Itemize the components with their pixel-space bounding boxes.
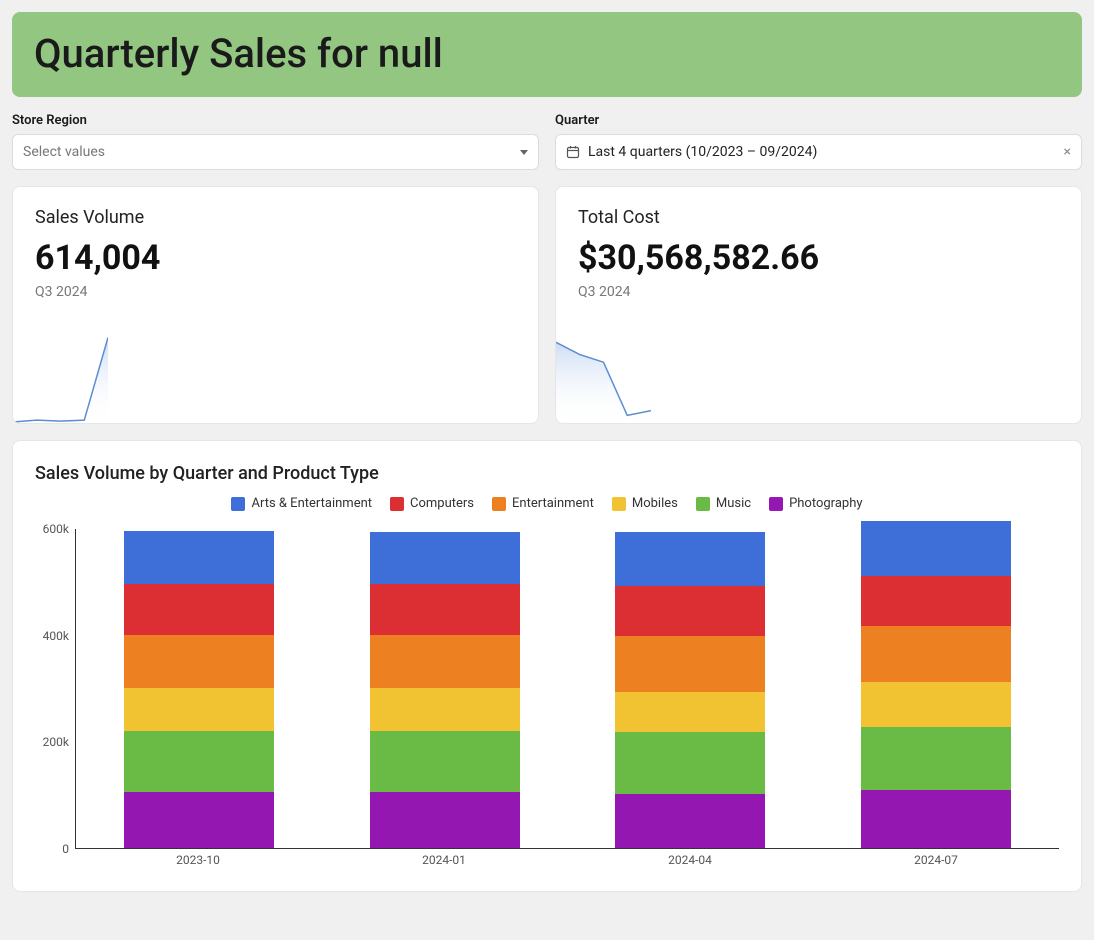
- legend-swatch: [612, 497, 626, 511]
- bar-segment: [124, 531, 274, 584]
- bar-segment: [861, 576, 1011, 627]
- chart-plot-area: [75, 529, 1059, 849]
- bar-segment: [370, 688, 520, 731]
- quarter-select-value: Last 4 quarters (10/2023 – 09/2024): [588, 144, 1056, 160]
- bar-segment: [861, 521, 1011, 576]
- chart-y-axis: 0200k400k600k: [35, 529, 75, 849]
- legend-label: Arts & Entertainment: [251, 496, 372, 511]
- x-tick: 2023-10: [123, 849, 273, 869]
- legend-swatch: [769, 497, 783, 511]
- legend-swatch: [231, 497, 245, 511]
- bar-segment: [124, 688, 274, 731]
- bar-segment: [861, 626, 1011, 682]
- bar-segment: [615, 794, 765, 848]
- bar-segment: [615, 532, 765, 585]
- bar-segment: [370, 532, 520, 584]
- quarter-select[interactable]: Last 4 quarters (10/2023 – 09/2024) ×: [555, 134, 1082, 170]
- filter-quarter-label: Quarter: [555, 113, 1082, 128]
- bar-segment: [615, 636, 765, 692]
- legend-item[interactable]: Photography: [769, 496, 862, 511]
- x-tick: 2024-01: [369, 849, 519, 869]
- legend-label: Mobiles: [632, 496, 678, 511]
- x-tick: 2024-07: [861, 849, 1011, 869]
- bar-segment: [124, 731, 274, 792]
- bar-segment: [615, 732, 765, 793]
- filter-region: Store Region Select values: [12, 113, 539, 170]
- kpi-cost-title: Total Cost: [578, 207, 1059, 228]
- kpi-cost-card: Total Cost $30,568,582.66 Q3 2024: [555, 186, 1082, 424]
- bar-column: [124, 531, 274, 848]
- legend-item[interactable]: Entertainment: [492, 496, 594, 511]
- y-tick: 600k: [43, 522, 69, 536]
- hero-banner: Quarterly Sales for null: [12, 12, 1082, 97]
- legend-label: Computers: [410, 496, 474, 511]
- bar-segment: [861, 790, 1011, 848]
- filter-region-label: Store Region: [12, 113, 539, 128]
- chart-plot: 0200k400k600k 2023-102024-012024-042024-…: [75, 529, 1059, 869]
- bar-column: [370, 532, 520, 848]
- legend-label: Entertainment: [512, 496, 594, 511]
- kpi-sales-value: 614,004: [35, 238, 516, 278]
- kpi-cost-sparkline: [556, 328, 651, 423]
- bar-segment: [615, 586, 765, 637]
- legend-swatch: [492, 497, 506, 511]
- legend-swatch: [696, 497, 710, 511]
- chart-title: Sales Volume by Quarter and Product Type: [35, 463, 1059, 484]
- region-select-placeholder: Select values: [23, 144, 520, 160]
- legend-label: Music: [716, 496, 751, 511]
- bar-segment: [370, 635, 520, 688]
- chart-card: Sales Volume by Quarter and Product Type…: [12, 440, 1082, 892]
- legend-item[interactable]: Music: [696, 496, 751, 511]
- y-tick: 400k: [43, 629, 69, 643]
- kpi-cost-value: $30,568,582.66: [578, 238, 1059, 278]
- kpi-cost-sub: Q3 2024: [578, 284, 1059, 300]
- bar-segment: [615, 692, 765, 732]
- bar-column: [861, 521, 1011, 848]
- bar-column: [615, 532, 765, 848]
- chevron-down-icon: [520, 150, 528, 155]
- bar-segment: [370, 792, 520, 848]
- bar-segment: [861, 727, 1011, 790]
- bar-segment: [124, 635, 274, 688]
- filters-row: Store Region Select values Quarter Last …: [12, 113, 1082, 170]
- calendar-icon: [566, 145, 580, 159]
- legend-item[interactable]: Arts & Entertainment: [231, 496, 372, 511]
- bar-segment: [370, 731, 520, 792]
- legend-swatch: [390, 497, 404, 511]
- y-tick: 0: [62, 842, 69, 856]
- legend-label: Photography: [789, 496, 862, 511]
- kpi-sales-card: Sales Volume 614,004 Q3 2024: [12, 186, 539, 424]
- chart-legend: Arts & Entertainment Computers Entertainme…: [35, 496, 1059, 511]
- x-tick: 2024-04: [615, 849, 765, 869]
- kpi-row: Sales Volume 614,004 Q3 2024 Total Cost …: [12, 186, 1082, 424]
- kpi-sales-sparkline: [13, 328, 108, 423]
- region-select[interactable]: Select values: [12, 134, 539, 170]
- bar-segment: [124, 792, 274, 848]
- chart-bars: [76, 529, 1059, 848]
- legend-item[interactable]: Computers: [390, 496, 474, 511]
- chart-x-axis: 2023-10 2024-01 2024-04 2024-07: [75, 849, 1059, 869]
- bar-segment: [861, 682, 1011, 727]
- bar-segment: [370, 584, 520, 635]
- kpi-sales-sub: Q3 2024: [35, 284, 516, 300]
- kpi-sales-title: Sales Volume: [35, 207, 516, 228]
- y-tick: 200k: [43, 735, 69, 749]
- filter-quarter: Quarter Last 4 quarters (10/2023 – 09/20…: [555, 113, 1082, 170]
- legend-item[interactable]: Mobiles: [612, 496, 678, 511]
- bar-segment: [124, 584, 274, 635]
- clear-quarter-button[interactable]: ×: [1064, 144, 1071, 160]
- page-title: Quarterly Sales for null: [34, 30, 1060, 77]
